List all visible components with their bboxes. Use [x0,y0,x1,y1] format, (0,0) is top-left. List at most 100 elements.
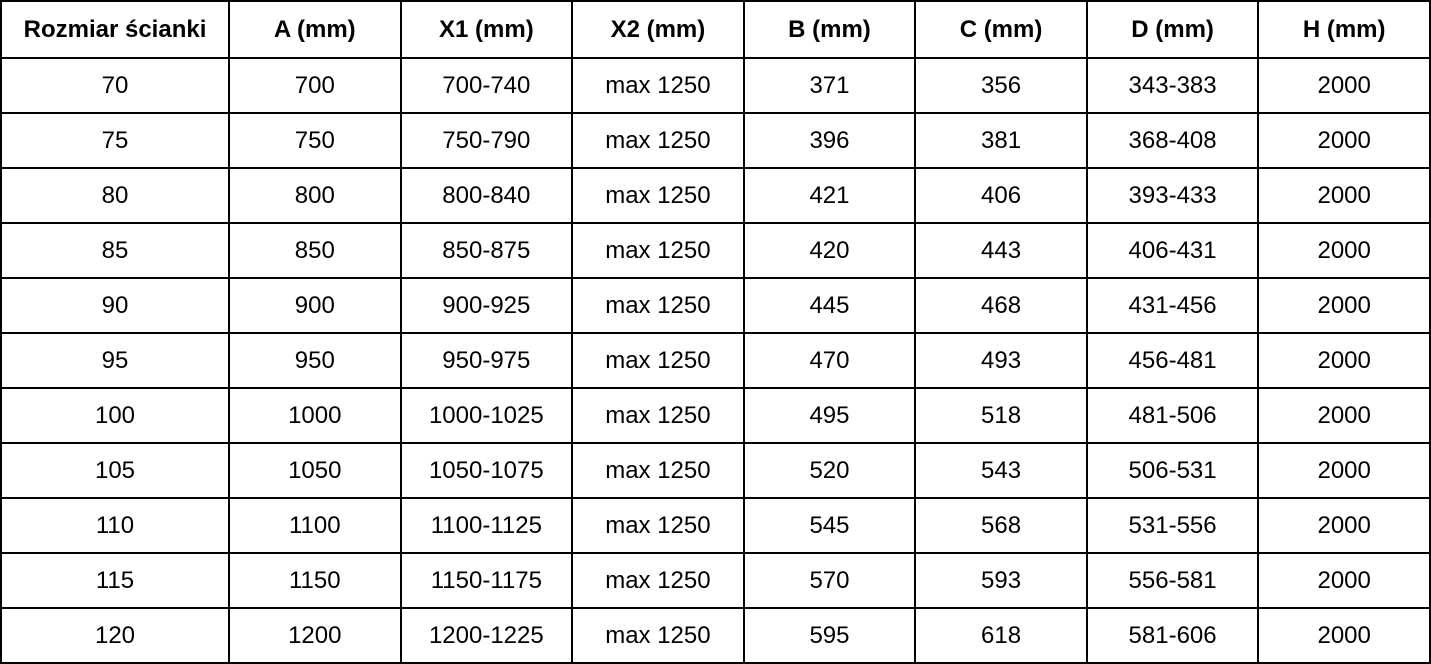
table-cell: 90 [0,277,230,334]
table-cell: 120 [0,607,230,664]
table-cell: 1150-1175 [399,552,574,609]
table-cell: 900 [228,277,402,334]
table-cell: 470 [742,332,917,389]
table-row: 85 850 850-875 max 1250 420 443 406-431 2000 [0,222,1431,279]
table-cell: max 1250 [571,57,745,114]
table-cell: 115 [0,552,230,609]
table-cell: 396 [742,112,917,169]
table-cell: 443 [914,222,1088,279]
table-cell: max 1250 [571,112,745,169]
table-cell: 568 [914,497,1088,554]
table-cell: 406 [914,167,1088,224]
table-cell: max 1250 [571,442,745,499]
table-cell: 2000 [1257,57,1431,114]
table-cell: 105 [0,442,230,499]
table-cell: 368-408 [1085,112,1260,169]
table-cell: 420 [742,222,917,279]
table-cell: 1200 [228,607,402,664]
column-header: C (mm) [914,0,1088,59]
table-row: 75 750 750-790 max 1250 396 381 368-408 2000 [0,112,1431,169]
table-cell: 371 [742,57,917,114]
table-cell: 800 [228,167,402,224]
table-cell: 381 [914,112,1088,169]
column-header: B (mm) [742,0,917,59]
table-cell: 556-581 [1085,552,1260,609]
table-cell: 1100 [228,497,402,554]
column-header: X1 (mm) [399,0,574,59]
table-cell: 421 [742,167,917,224]
table-cell: 543 [914,442,1088,499]
table-row: 90 900 900-925 max 1250 445 468 431-456 2000 [0,277,1431,334]
table-cell: 393-433 [1085,167,1260,224]
table-cell: max 1250 [571,387,745,444]
table-cell: max 1250 [571,167,745,224]
table-cell: 85 [0,222,230,279]
table-cell: 2000 [1257,222,1431,279]
table-cell: 700-740 [399,57,574,114]
header-row: Rozmiar ścianki A (mm) X1 (mm) X2 (mm) B (mm… [0,0,1431,59]
table-cell: 531-556 [1085,497,1260,554]
table-cell: 356 [914,57,1088,114]
table-row: 80 800 800-840 max 1250 421 406 393-433 2000 [0,167,1431,224]
table-cell: 2000 [1257,442,1431,499]
table-cell: 518 [914,387,1088,444]
column-header: D (mm) [1085,0,1260,59]
table-cell: 481-506 [1085,387,1260,444]
table-cell: 750-790 [399,112,574,169]
table-cell: 581-606 [1085,607,1260,664]
table-cell: 593 [914,552,1088,609]
table-cell: 595 [742,607,917,664]
table-cell: 1150 [228,552,402,609]
table-row: 120 1200 1200-1225 max 1250 595 618 581-606 200… [0,607,1431,664]
table-cell: 70 [0,57,230,114]
table-cell: 2000 [1257,607,1431,664]
table-cell: 700 [228,57,402,114]
table-cell: 1000 [228,387,402,444]
table-cell: 750 [228,112,402,169]
table-row: 105 1050 1050-1075 max 1250 520 543 506-531 200… [0,442,1431,499]
table-cell: 343-383 [1085,57,1260,114]
table-cell: 431-456 [1085,277,1260,334]
table-row: 70 700 700-740 max 1250 371 356 343-383 2000 [0,57,1431,114]
table-cell: 2000 [1257,387,1431,444]
table-cell: 850 [228,222,402,279]
table-cell: 618 [914,607,1088,664]
table-cell: 520 [742,442,917,499]
table-cell: max 1250 [571,277,745,334]
table-cell: max 1250 [571,552,745,609]
column-header: Rozmiar ścianki [0,0,230,59]
table-cell: 456-481 [1085,332,1260,389]
table-cell: 950-975 [399,332,574,389]
table-cell: 2000 [1257,332,1431,389]
table-cell: 468 [914,277,1088,334]
column-header: X2 (mm) [571,0,745,59]
table-cell: 493 [914,332,1088,389]
table-cell: 506-531 [1085,442,1260,499]
table-cell: 100 [0,387,230,444]
table-cell: 545 [742,497,917,554]
table-cell: max 1250 [571,222,745,279]
table-cell: 2000 [1257,552,1431,609]
table-cell: 95 [0,332,230,389]
table-cell: 1050-1075 [399,442,574,499]
table-cell: 1000-1025 [399,387,574,444]
table-cell: 2000 [1257,112,1431,169]
table-cell: 570 [742,552,917,609]
table-cell: 406-431 [1085,222,1260,279]
table-cell: 495 [742,387,917,444]
table-cell: 1200-1225 [399,607,574,664]
table-cell: 80 [0,167,230,224]
table-cell: 2000 [1257,497,1431,554]
table-row: 95 950 950-975 max 1250 470 493 456-481 2000 [0,332,1431,389]
table-cell: 950 [228,332,402,389]
table-cell: 850-875 [399,222,574,279]
table-cell: 2000 [1257,167,1431,224]
table-cell: 75 [0,112,230,169]
table-cell: 2000 [1257,277,1431,334]
table-body: 70 700 700-740 max 1250 371 356 343-383 2000 75 7… [0,57,1431,664]
table-row: 110 1100 1100-1125 max 1250 545 568 531-556 200… [0,497,1431,554]
table-cell: max 1250 [571,332,745,389]
table-cell: max 1250 [571,497,745,554]
table-cell: 800-840 [399,167,574,224]
